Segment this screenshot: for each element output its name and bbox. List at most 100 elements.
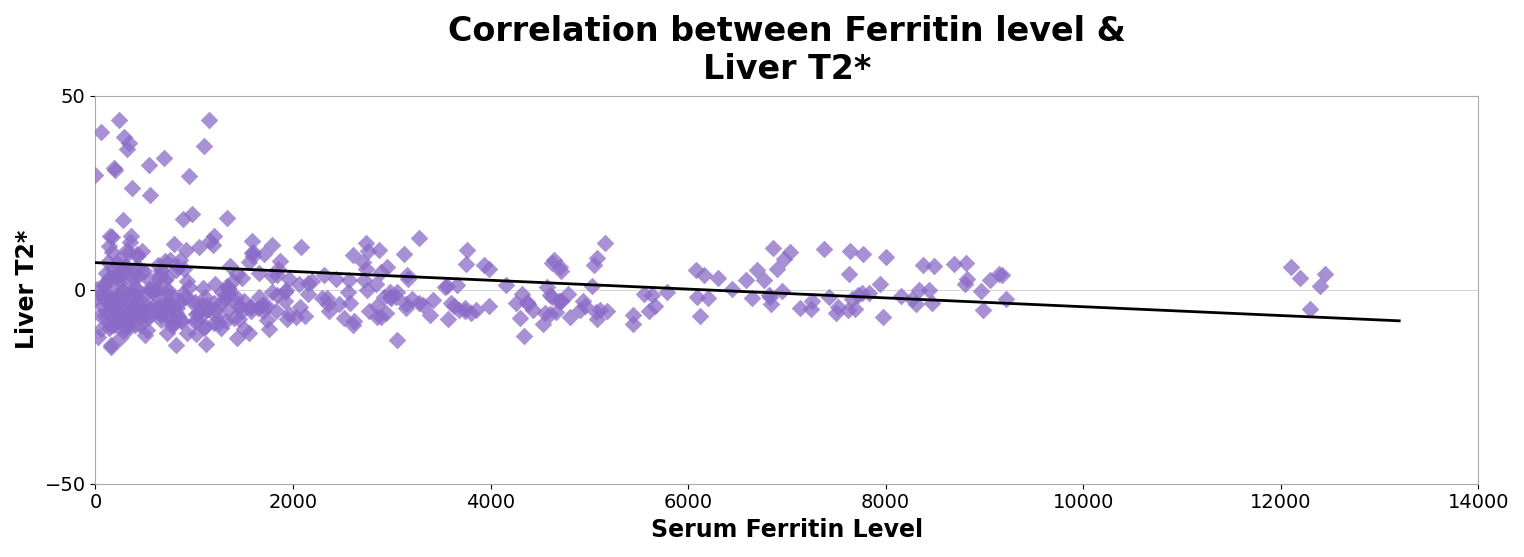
- Point: [251, 250, 276, 258]
- Point: [128, 312, 152, 321]
- Point: [640, 290, 664, 299]
- Point: [631, 290, 655, 299]
- Point: [911, 261, 936, 270]
- Point: [904, 299, 928, 308]
- Point: [99, 294, 123, 302]
- Point: [111, 312, 136, 321]
- Point: [539, 258, 564, 267]
- Point: [149, 316, 174, 325]
- Point: [123, 320, 148, 329]
- Point: [226, 270, 250, 278]
- Point: [128, 265, 152, 274]
- Point: [157, 314, 181, 323]
- Point: [290, 243, 314, 252]
- Point: [148, 270, 172, 278]
- Point: [323, 275, 347, 284]
- Point: [146, 260, 171, 269]
- Point: [579, 281, 604, 290]
- Point: [471, 261, 495, 270]
- Point: [133, 300, 157, 309]
- Point: [98, 307, 122, 316]
- Point: [152, 256, 177, 265]
- Point: [224, 292, 248, 301]
- Point: [99, 232, 123, 241]
- Point: [544, 308, 568, 317]
- Point: [195, 304, 219, 313]
- Point: [99, 302, 123, 311]
- Point: [219, 293, 244, 302]
- Point: [407, 234, 431, 243]
- Point: [256, 324, 280, 333]
- Point: [171, 214, 195, 223]
- Point: [192, 141, 216, 150]
- Point: [128, 298, 152, 307]
- Point: [98, 241, 122, 250]
- Point: [148, 301, 172, 310]
- Point: [154, 301, 178, 310]
- Point: [296, 290, 320, 299]
- Point: [187, 242, 212, 251]
- Point: [133, 310, 157, 319]
- Point: [407, 299, 431, 307]
- Point: [433, 283, 457, 292]
- Point: [273, 288, 297, 297]
- Point: [512, 331, 536, 340]
- Point: [760, 243, 785, 252]
- Point: [96, 257, 120, 266]
- Point: [643, 301, 668, 310]
- Point: [102, 309, 126, 318]
- Point: [835, 305, 860, 314]
- Point: [364, 279, 389, 288]
- Point: [410, 301, 434, 310]
- Point: [773, 255, 797, 263]
- Point: [98, 231, 122, 240]
- Point: [190, 309, 215, 318]
- Point: [149, 266, 174, 275]
- Point: [366, 312, 390, 321]
- Point: [259, 287, 283, 296]
- Point: [104, 295, 128, 304]
- Point: [195, 305, 219, 314]
- Point: [572, 296, 596, 305]
- Point: [101, 301, 125, 310]
- Point: [535, 283, 559, 292]
- Point: [539, 293, 564, 302]
- Point: [340, 251, 364, 260]
- Point: [91, 291, 116, 300]
- Point: [812, 245, 837, 253]
- Point: [134, 289, 158, 297]
- Point: [357, 307, 381, 316]
- Point: [395, 299, 419, 308]
- Point: [251, 307, 276, 316]
- Point: [105, 258, 130, 267]
- Point: [152, 300, 177, 309]
- Point: [692, 271, 716, 280]
- Point: [375, 262, 399, 271]
- Point: [110, 320, 134, 329]
- Point: [340, 320, 364, 329]
- Point: [369, 268, 393, 277]
- Point: [241, 251, 265, 260]
- Point: [355, 247, 379, 256]
- Point: [114, 316, 139, 325]
- Point: [91, 281, 116, 290]
- Point: [367, 246, 392, 255]
- Point: [991, 271, 1015, 280]
- Point: [165, 304, 189, 312]
- Point: [454, 260, 479, 268]
- Point: [846, 290, 870, 299]
- Point: [549, 296, 573, 305]
- Point: [274, 286, 299, 295]
- Point: [125, 299, 149, 307]
- Point: [378, 292, 402, 301]
- Point: [110, 327, 134, 336]
- Point: [166, 296, 190, 305]
- Point: [110, 293, 134, 302]
- Point: [907, 286, 931, 295]
- Point: [332, 314, 357, 323]
- Point: [140, 301, 165, 310]
- Point: [315, 300, 340, 309]
- Point: [105, 273, 130, 282]
- Point: [549, 266, 573, 275]
- Point: [276, 315, 300, 324]
